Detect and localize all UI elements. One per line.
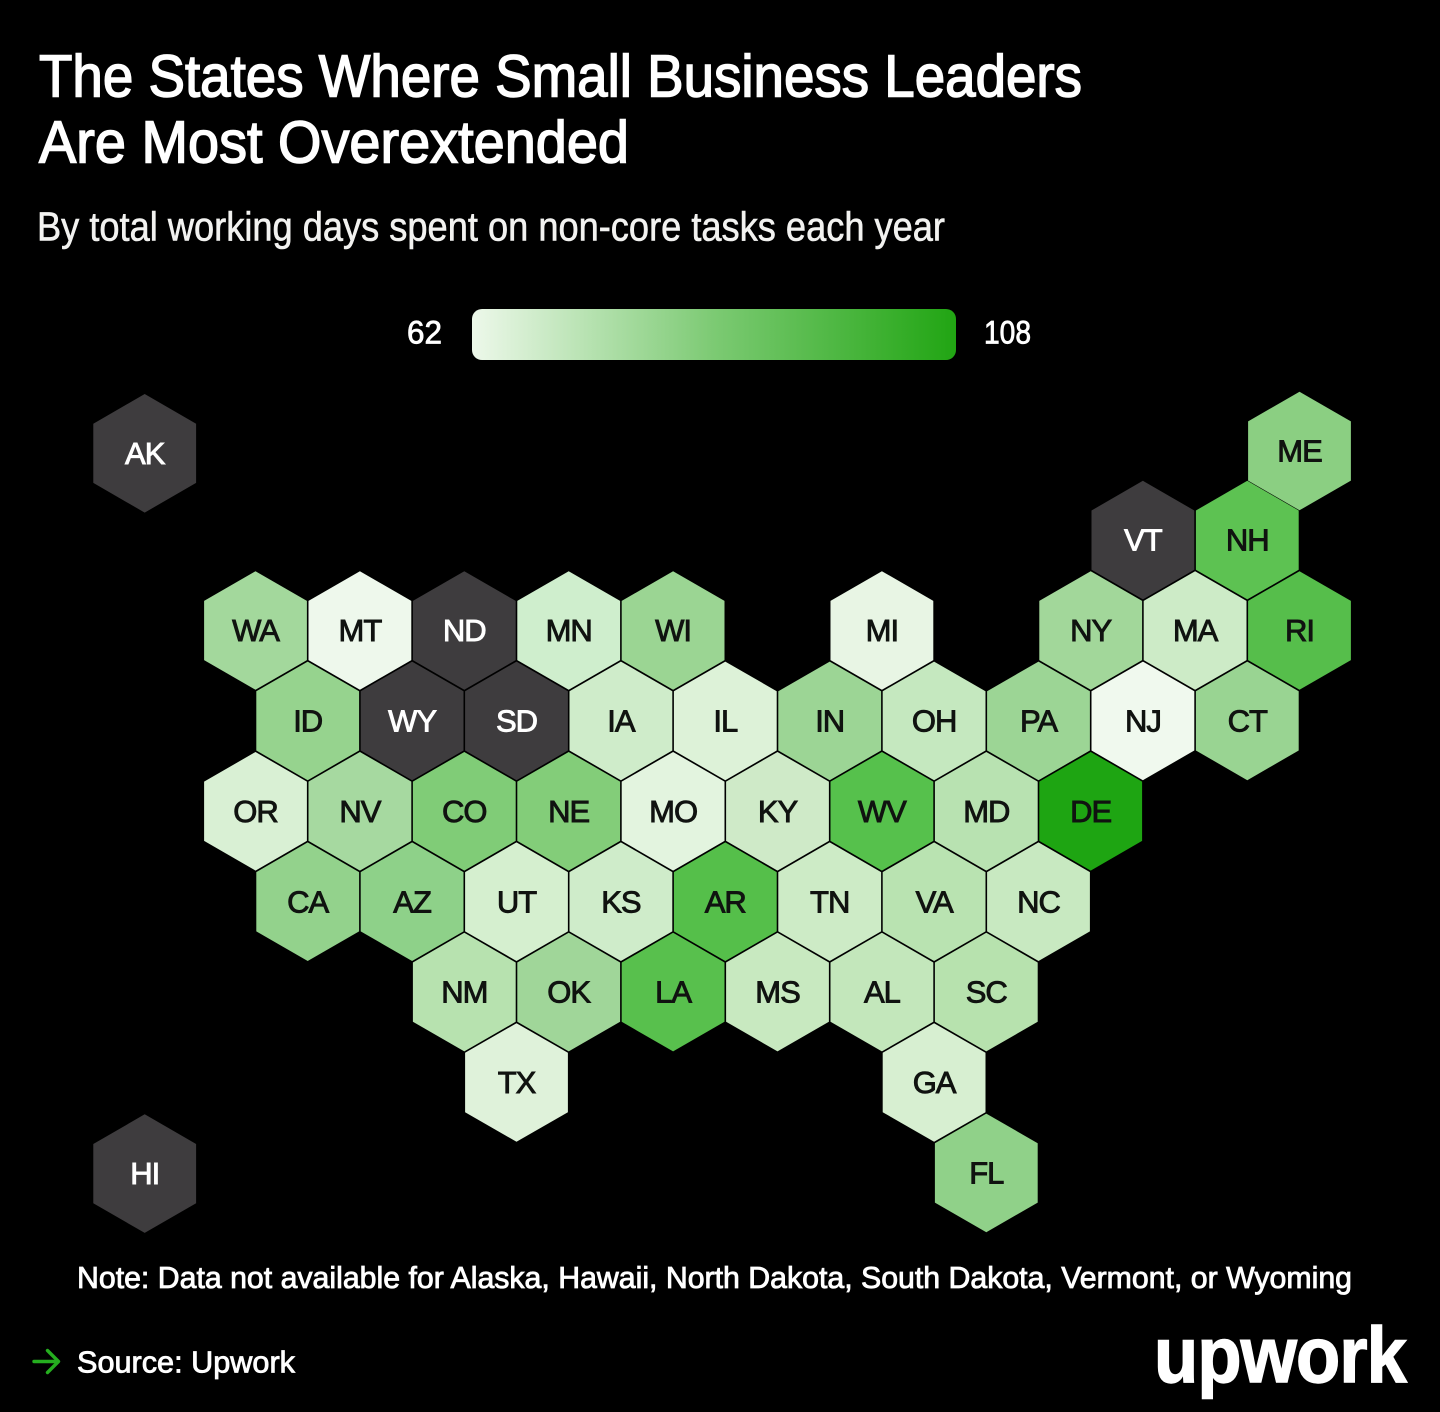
svg-text:RI: RI [1285,613,1314,648]
svg-text:AR: AR [705,884,746,919]
svg-text:TX: TX [498,1065,537,1100]
svg-text:NY: NY [1070,613,1111,648]
svg-text:ID: ID [293,704,322,739]
svg-text:NJ: NJ [1125,704,1161,739]
svg-text:upwork: upwork [1154,1310,1408,1399]
svg-text:NV: NV [339,794,381,829]
svg-text:NM: NM [441,975,487,1010]
svg-text:MO: MO [649,794,697,829]
svg-text:HI: HI [130,1156,159,1191]
svg-text:KY: KY [758,794,798,829]
svg-text:OH: OH [912,704,957,739]
svg-text:Are Most Overextended: Are Most Overextended [39,109,629,175]
svg-text:AZ: AZ [393,884,431,919]
svg-text:MA: MA [1173,613,1219,648]
svg-text:PA: PA [1020,704,1058,739]
svg-text:IA: IA [607,704,636,739]
svg-text:MI: MI [866,613,898,648]
svg-text:AL: AL [864,975,901,1010]
svg-text:SC: SC [966,975,1008,1010]
svg-text:VT: VT [1124,523,1163,558]
svg-text:TN: TN [810,884,849,919]
svg-text:NE: NE [548,794,589,829]
svg-text:OK: OK [547,975,591,1010]
svg-text:KS: KS [601,884,641,919]
svg-text:MD: MD [963,794,1009,829]
svg-text:WY: WY [388,704,436,739]
svg-text:CT: CT [1228,704,1268,739]
svg-text:NC: NC [1017,884,1060,919]
svg-text:MS: MS [755,975,800,1010]
svg-text:UT: UT [497,884,537,919]
svg-text:CA: CA [287,884,329,919]
svg-text:AK: AK [125,436,166,471]
svg-text:Source: Upwork: Source: Upwork [77,1345,295,1380]
svg-text:ND: ND [443,613,486,648]
svg-text:DE: DE [1070,794,1111,829]
svg-text:WV: WV [858,794,907,829]
svg-text:VA: VA [916,884,954,919]
svg-text:SD: SD [496,704,537,739]
svg-text:OR: OR [233,794,278,829]
svg-text:MT: MT [339,613,383,648]
svg-text:108: 108 [984,315,1031,351]
svg-text:WA: WA [232,613,280,648]
svg-text:WI: WI [655,613,691,648]
svg-text:By total working days spent on: By total working days spent on non-core … [37,204,945,250]
svg-text:The States Where Small Busines: The States Where Small Business Leaders [39,44,1082,110]
svg-text:ME: ME [1277,434,1322,469]
svg-text:NH: NH [1226,523,1269,558]
svg-text:GA: GA [913,1065,957,1100]
svg-text:IL: IL [713,704,738,739]
svg-text:MN: MN [546,613,592,648]
svg-text:FL: FL [969,1156,1004,1191]
svg-text:CO: CO [442,794,487,829]
svg-text:LA: LA [655,975,692,1010]
svg-text:Note: Data not available for A: Note: Data not available for Alaska, Haw… [77,1260,1352,1295]
svg-text:62: 62 [407,315,442,351]
svg-text:IN: IN [815,704,844,739]
